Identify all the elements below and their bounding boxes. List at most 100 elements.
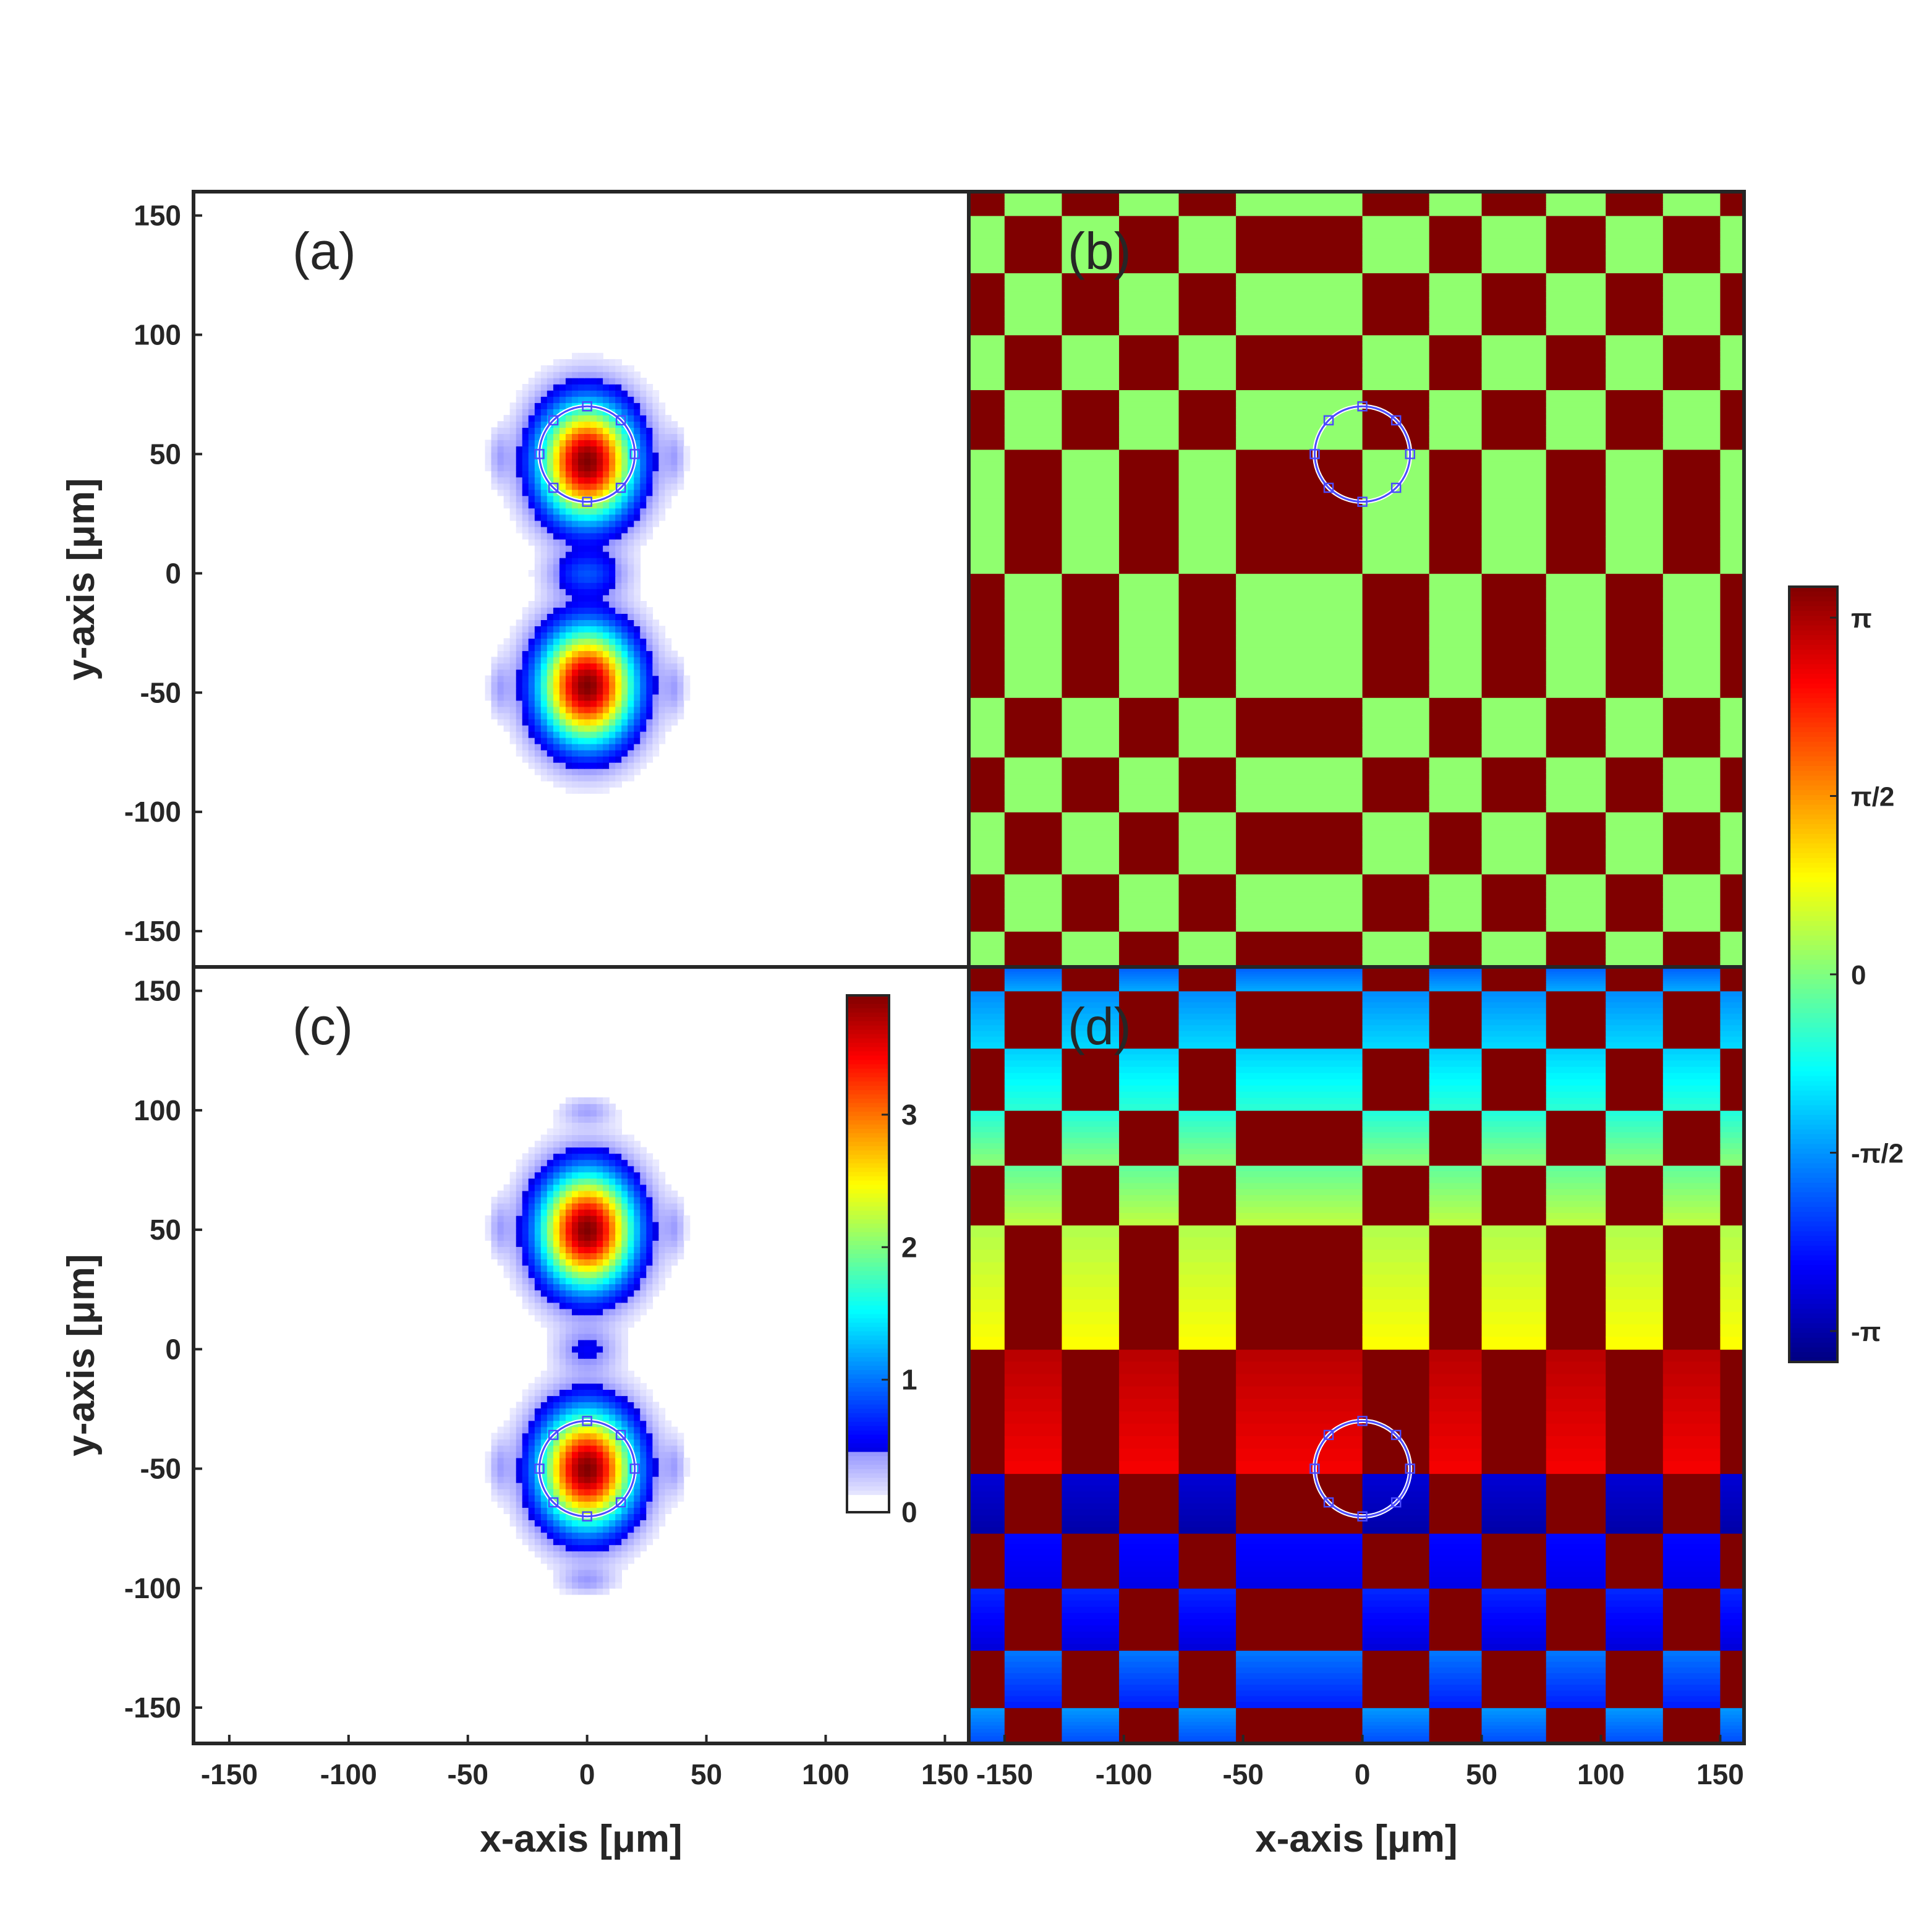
panel-a-img-cell-665 [640,632,647,639]
panel-d-img-cell-19 [1062,1736,1120,1741]
panel-c-img-cell-1550 [590,1184,597,1191]
panel-c-img-cell-1664 [553,1153,560,1160]
panel-a-img-cell-1384 [540,440,548,447]
panel-b-img-cell-757 [1362,266,1430,273]
panel-c-img-cell-1637 [522,1159,529,1167]
panel-c-img-cell-120 [615,1538,622,1546]
panel-a-img-cell-600 [565,644,572,652]
panel-c-img-cell-1785 [565,1097,572,1104]
panel-c-img-cell-1589 [516,1172,523,1179]
panel-c-img-cell-1059 [528,1283,535,1291]
panel-d-img-cell-538 [1362,1165,1430,1226]
panel-c-img-cell-447 [553,1463,560,1471]
panel-a-img-cell-858 [603,570,610,577]
panel-b-img-cell-237 [1119,789,1180,796]
panel-c-img-cell-451 [578,1463,585,1471]
panel-c-img-cell-508 [522,1451,529,1458]
panel-c-img-cell-1246 [652,1246,660,1253]
panel-a-img-cell-1371 [665,446,672,453]
panel-a-img-cell-372 [509,687,517,695]
panel-c-img-cell-1531 [646,1190,653,1198]
panel-a-img-cell-1333 [634,452,641,459]
panel-a-img-cell-568 [547,650,554,658]
panel-a-img-cell-784 [572,595,579,602]
panel-c-img-cell-553 [609,1445,616,1452]
panel-d-img-cell-446 [1062,1299,1120,1313]
panel-d-img-cell-476 [1481,1262,1547,1275]
panel-a-img-cell-83 [609,755,616,763]
panel-c-img-cell-149 [516,1526,523,1533]
panel-a-img-cell-14 [597,781,603,788]
panel-b-img-cell-508 [1004,401,1063,408]
panel-a-img-cell-468 [497,669,504,676]
panel-c-img-cell-1053 [640,1290,647,1297]
panel-d-img-cell-33 [1362,1708,1430,1712]
panel-c-img-cell-380 [540,1476,548,1483]
panel-b-img-cell-574 [969,346,1005,352]
panel-c-img-cell-1519 [572,1190,579,1198]
panel-b-img-cell-611 [1362,367,1430,374]
panel-a-img-cell-305 [497,700,504,707]
panel-d-img-cell-423 [1662,1411,1721,1424]
panel-c-img-cell-1588 [509,1172,517,1179]
panel-a-img-cell-156 [634,737,641,744]
panel-c-img-cell-895 [590,1345,597,1353]
panel-a-ring-marker-6 [582,401,592,412]
panel-c-img-cell-793 [621,1389,628,1397]
panel-d-img-cell-385 [1236,1349,1363,1363]
panel-a-img-cell-1495 [658,421,666,428]
panel-c-img-cell-819 [547,1377,554,1384]
panel-a-img-cell-1211 [677,477,684,484]
panel-a-img-cell-869 [565,563,572,571]
panel-b-img-cell-749 [1362,221,1430,228]
panel-a-img-cell-508 [553,663,560,670]
panel-a-img-cell-16 [609,781,616,788]
panel-c-img-cell-1376 [658,1222,666,1228]
panel-c-img-cell-1684 [553,1147,560,1154]
panel-b-img-cell-41 [1362,960,1430,964]
panel-b-img-cell-58 [1606,942,1664,947]
panel-c-img-cell-684 [516,1414,523,1421]
panel-c-img-cell-1468 [634,1202,641,1210]
panel-b-img-cell-609 [1362,357,1430,363]
panel-c-img-cell-679 [646,1420,653,1428]
panel-b-img-cell-542 [1429,407,1483,414]
panel-c-img-cell-1662 [540,1153,548,1160]
panel-b-img-cell-800 [1004,210,1063,214]
panel-a-img-cell-814 [547,582,554,589]
panel-c-img-cell-1205 [590,1253,597,1259]
panel-a-img-cell-673 [534,626,542,632]
panel-c-img-cell-1718 [553,1134,560,1142]
panel-a-img-cell-922 [578,545,585,552]
panel-a-img-cell-502 [516,663,523,670]
panel-b-img-cell-177 [1362,818,1430,825]
panel-a-img-cell-566 [534,650,542,658]
panel-d-img-cell-209 [1720,1588,1744,1595]
panel-b-img-cell-571 [1720,389,1744,450]
panel-c-img-cell-676 [628,1420,634,1428]
panel-a-img-cell-354 [603,694,610,701]
panel-c-img-cell-762 [559,1395,566,1403]
panel-d-img-cell-420 [1662,1374,1721,1387]
panel-c-img-cell-190 [621,1520,628,1527]
panel-a-img-cell-774 [621,601,628,608]
panel-a-img-cell-1021 [534,514,542,521]
panel-a-img-cell-1236 [640,470,647,478]
panel-c-img-cell-475 [522,1457,529,1465]
panel-a-img-cell-1065 [652,508,660,515]
panel-b-img-cell-775 [1606,244,1664,250]
panel-c-img-cell-1580 [615,1178,622,1185]
panel-b-img-cell-812 [1119,213,1180,216]
panel-b-img-cell-303 [1062,733,1120,740]
panel-d-img-cell-175 [1236,1588,1363,1651]
panel-a-img-cell-4 [590,787,597,794]
panel-a-img-cell-29 [609,775,616,781]
panel-a-img-cell-1705 [578,352,585,360]
panel-a-img-cell-443 [540,675,548,683]
panel-a-ring-circle [538,405,636,503]
panel-c-img-cell-74 [565,1551,572,1558]
panel-d-img-cell-290 [969,1497,1005,1504]
panel-c-img-cell-1216 [658,1253,666,1259]
panel-a-img-cell-975 [534,526,542,534]
panel-c-img-cell-599 [509,1432,517,1440]
